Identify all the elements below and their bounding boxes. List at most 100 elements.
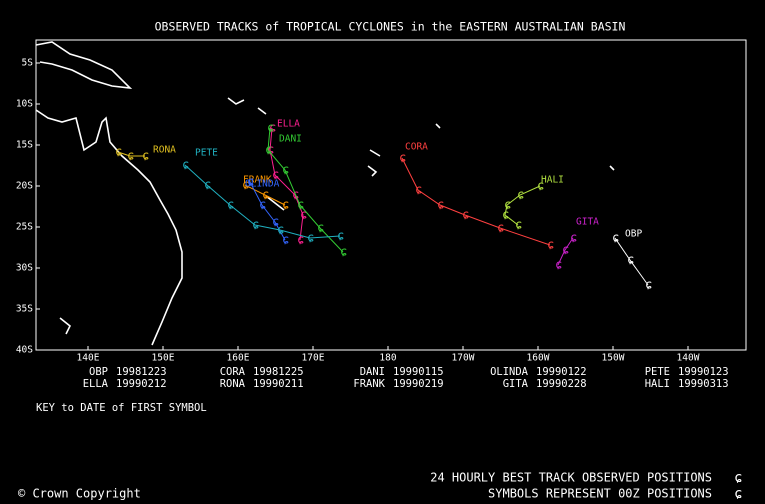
storm-label: OBP: [625, 229, 642, 240]
storm-track: [557, 237, 574, 266]
key-date: 19981223: [116, 366, 167, 378]
key-name: PETE: [645, 366, 670, 378]
storm-symbol: ɕ: [277, 223, 284, 237]
storm-symbol: ɕ: [267, 143, 274, 157]
lat-tick-label: 40S: [16, 345, 33, 356]
lon-tick-label: 170W: [452, 353, 475, 364]
tracks: ɕɕɕOBPɕɕɕɕɕɕCORAɕɕɕɕɕɕELLAɕɕɕɕɕɕDANIɕɕɕF…: [115, 119, 652, 292]
storm-symbol: ɕ: [242, 178, 249, 192]
storm-track: [504, 185, 541, 226]
storm-track: [244, 184, 286, 206]
key-date: 19981225: [253, 366, 304, 378]
lat-tick-label: 20S: [16, 181, 33, 192]
storm-symbol: ɕ: [227, 198, 234, 212]
storm-symbol: ɕ: [415, 183, 422, 197]
storm-symbol: ɕ: [115, 145, 122, 159]
storm-label: GITA: [576, 217, 599, 228]
storm-track: [269, 127, 304, 241]
key-date: 19990212: [116, 378, 167, 390]
storm-label: PETE: [195, 148, 218, 159]
copyright: © Crown Copyright: [18, 487, 141, 501]
storm-label: HALI: [541, 175, 564, 186]
lon-tick-label: 150E: [152, 353, 175, 364]
storm-symbol: ɕ: [272, 215, 279, 229]
storm-symbol: ɕ: [272, 168, 279, 182]
footer-line: 24 HOURLY BEST TRACK OBSERVED POSITIONS: [430, 471, 712, 485]
map-frame: [35, 39, 747, 351]
lon-tick-label: 170E: [302, 353, 325, 364]
storm-symbol: ɕ: [300, 208, 307, 222]
coastlines: [35, 41, 615, 346]
storm-symbol: ɕ: [462, 208, 469, 222]
key-name: OLINDA: [490, 366, 529, 378]
key-name: FRANK: [353, 378, 385, 390]
storm-symbol: ɕ: [252, 218, 259, 232]
storm-symbol: ɕ: [547, 238, 554, 252]
storm-symbol: ɕ: [269, 121, 276, 135]
storm-symbol: ɕ: [437, 198, 444, 212]
storm-symbol: ɕ: [204, 178, 211, 192]
lat-tick-label: 30S: [16, 263, 33, 274]
key-name: HALI: [645, 378, 670, 390]
storm-symbol: ɕ: [340, 245, 347, 259]
key-name: GITA: [503, 378, 529, 390]
lat-tick-label: 5S: [22, 58, 34, 69]
storm-symbol: ɕ: [297, 198, 304, 212]
key-note: KEY to DATE of FIRST SYMBOL: [36, 402, 207, 414]
lon-tick-label: 160E: [227, 353, 250, 364]
storm-label: RONA: [153, 145, 176, 156]
storm-symbol: ɕ: [307, 231, 314, 245]
storm-symbol: ɕ: [537, 179, 544, 193]
lat-tick-label: 15S: [16, 140, 33, 151]
storm-symbol: ɕ: [282, 198, 289, 212]
storm-symbol: ɕ: [142, 149, 149, 163]
storm-symbol: ɕ: [259, 198, 266, 212]
lon-tick-label: 160W: [527, 353, 550, 364]
storm-symbol: ɕ: [497, 221, 504, 235]
key-date: 19990313: [678, 378, 729, 390]
lat-tick-label: 10S: [16, 99, 33, 110]
key-name: DANI: [360, 366, 385, 378]
storm-symbol: ɕ: [282, 233, 289, 247]
key-date: 19990228: [536, 378, 587, 390]
key-name: OBP: [89, 366, 108, 378]
symbol-icon: ɕ: [734, 486, 742, 502]
storm-label: DANI: [279, 134, 302, 145]
key-name: CORA: [220, 366, 246, 378]
storm-symbol: ɕ: [127, 149, 134, 163]
lon-tick-label: 140E: [77, 353, 100, 364]
storm-track: [117, 151, 145, 157]
key-date: 19990115: [393, 366, 444, 378]
storm-symbol: ɕ: [627, 253, 634, 267]
storm-symbol: ɕ: [612, 231, 619, 245]
storm-label: FRANK: [243, 175, 272, 186]
footer-line: SYMBOLS REPRESENT 00Z POSITIONS: [488, 487, 712, 501]
storm-symbol: ɕ: [502, 208, 509, 222]
storm-symbol: ɕ: [515, 218, 522, 232]
storm-symbol: ɕ: [267, 121, 274, 135]
key-date: 19990123: [678, 366, 729, 378]
storm-label: OLINDA: [245, 179, 280, 190]
storm-symbol: ɕ: [399, 151, 406, 165]
storm-symbol: ɕ: [182, 158, 189, 172]
storm-symbol: ɕ: [282, 163, 289, 177]
storm-symbol: ɕ: [517, 188, 524, 202]
storm-symbol: ɕ: [317, 221, 324, 235]
storm-symbol: ɕ: [247, 175, 254, 189]
key-name: RONA: [220, 378, 246, 390]
storm-symbol: ɕ: [265, 143, 272, 157]
key-date: 19990122: [536, 366, 587, 378]
symbol-icon: ɕ: [734, 470, 742, 486]
lat-tick-label: 25S: [16, 222, 33, 233]
storm-label: CORA: [405, 142, 428, 153]
storm-symbol: ɕ: [562, 243, 569, 257]
lat-tick-label: 35S: [16, 304, 33, 315]
storm-track: [614, 237, 649, 286]
storm-symbol: ɕ: [555, 258, 562, 272]
lon-tick-label: 150W: [602, 353, 625, 364]
storm-track: [267, 127, 344, 253]
storm-symbol: ɕ: [504, 198, 511, 212]
storm-symbol: ɕ: [645, 278, 652, 292]
storm-symbol: ɕ: [262, 188, 269, 202]
